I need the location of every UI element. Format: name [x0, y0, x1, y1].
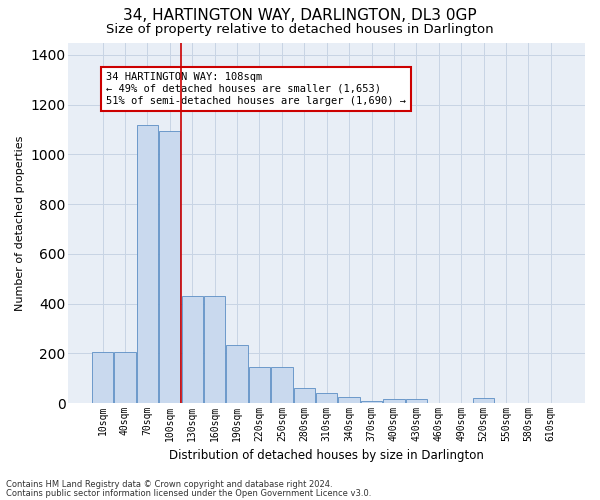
Bar — [293, 388, 315, 403]
Text: 34 HARTINGTON WAY: 108sqm
← 49% of detached houses are smaller (1,653)
51% of se: 34 HARTINGTON WAY: 108sqm ← 49% of detac… — [106, 72, 406, 106]
Bar — [182, 296, 203, 403]
Text: Contains HM Land Registry data © Crown copyright and database right 2024.: Contains HM Land Registry data © Crown c… — [6, 480, 332, 489]
Bar — [361, 400, 382, 403]
Bar — [226, 346, 248, 403]
Bar — [204, 296, 226, 403]
Bar — [137, 124, 158, 403]
Bar — [92, 352, 113, 403]
X-axis label: Distribution of detached houses by size in Darlington: Distribution of detached houses by size … — [169, 450, 484, 462]
Bar — [473, 398, 494, 403]
Text: 34, HARTINGTON WAY, DARLINGTON, DL3 0GP: 34, HARTINGTON WAY, DARLINGTON, DL3 0GP — [123, 8, 477, 22]
Bar — [383, 400, 404, 403]
Bar — [249, 366, 270, 403]
Bar — [115, 352, 136, 403]
Y-axis label: Number of detached properties: Number of detached properties — [15, 135, 25, 310]
Bar — [338, 397, 360, 403]
Bar — [159, 131, 181, 403]
Bar — [406, 400, 427, 403]
Text: Contains public sector information licensed under the Open Government Licence v3: Contains public sector information licen… — [6, 488, 371, 498]
Text: Size of property relative to detached houses in Darlington: Size of property relative to detached ho… — [106, 22, 494, 36]
Bar — [316, 393, 337, 403]
Bar — [271, 366, 293, 403]
